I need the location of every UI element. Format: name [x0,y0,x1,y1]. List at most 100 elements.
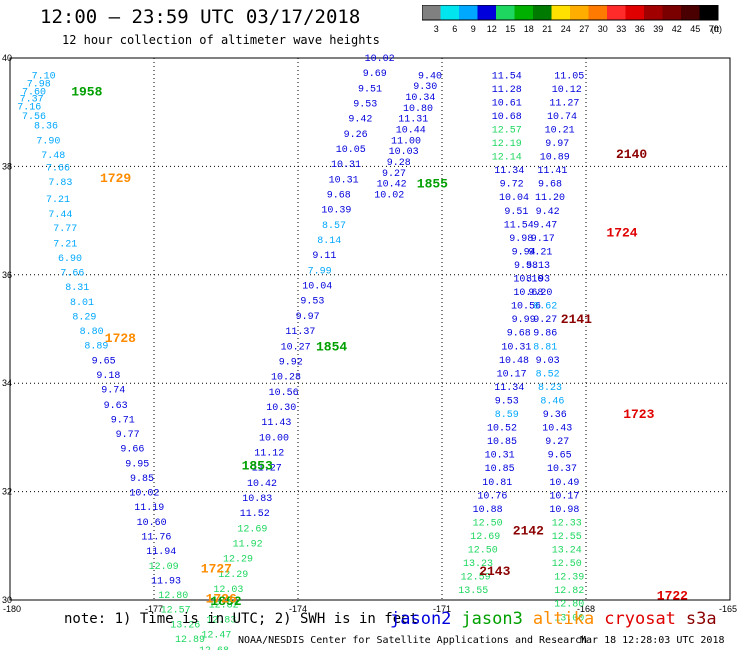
y-tick-label: 34 [2,378,12,388]
wave-height-value: 12.82 [554,586,584,597]
wave-height-value: 9.17 [531,234,555,245]
note-text: note: 1) Time is in UTC; 2) SWH is in fe… [64,611,419,627]
wave-height-value: 9.69 [363,69,387,80]
y-tick-label: 40 [2,53,12,63]
wave-height-value: 10.10 [513,275,543,286]
wave-height-value: 10.74 [547,112,577,123]
wave-height-value: 13.23 [463,559,493,570]
wave-height-value: 12.82 [209,600,239,611]
wave-height-value: 9.51 [504,207,528,218]
wave-height-value: 12.39 [554,573,584,584]
wave-height-value: 12.69 [237,524,267,535]
wave-height-value: 9.65 [548,451,572,462]
wave-height-value: 9.27 [533,315,557,326]
wave-height-value: 11.93 [151,576,181,587]
wave-height-value: 7.77 [53,224,77,235]
x-tick-label: -180 [3,604,21,614]
wave-height-value: 12.29 [218,570,248,581]
colorbar-swatch [588,5,607,20]
wave-height-value: 8.57 [322,221,346,232]
wave-height-value: 10.81 [482,478,512,489]
y-tick-label: 36 [2,270,12,280]
colorbar-label: 45 [690,24,700,34]
colorbar-label: 9 [471,24,476,34]
wave-height-value: 11.34 [494,166,524,177]
colorbar-label: 18 [524,24,534,34]
wave-height-value: 7.10 [32,71,56,82]
colorbar-swatch [681,5,700,20]
colorbar-label: 21 [542,24,552,34]
wave-height-value: 10.31 [331,160,361,171]
wave-height-value: 8.52 [536,369,560,380]
wave-height-value: 10.44 [396,125,426,136]
wave-height-value: 9.53 [300,297,324,308]
wave-height-value: 12.50 [468,546,498,557]
wave-height-value: 10.80 [403,104,433,115]
colorbar-unit: (ft) [711,24,722,34]
wave-height-value: 10.17 [549,491,579,502]
wave-height-value: 11.92 [233,540,263,551]
wave-height-value: 9.68 [538,180,562,191]
pass-time-label: 1855 [417,177,448,192]
wave-height-value: 12.19 [492,139,522,150]
footer-credit: NOAA/NESDIS Center for Satellite Applica… [238,635,588,646]
colorbar-swatch [662,5,681,20]
wave-height-value: 12.55 [552,532,582,543]
wave-height-value: 8.01 [70,298,94,309]
wave-height-value: 10.52 [487,424,517,435]
wave-height-value: 9.85 [130,474,154,485]
pass-time-label: 2141 [561,312,592,327]
pass-time-label: 1722 [657,589,688,604]
wave-height-value: 7.37 [20,95,44,106]
wave-height-value: 9.72 [500,180,524,191]
wave-height-value: 11.31 [398,115,428,126]
wave-height-value: 10.42 [377,180,407,191]
wave-height-value: 11.12 [254,448,284,459]
map-subtitle: 12 hour collection of altimeter wave hei… [62,33,380,47]
wave-height-value: 7.99 [308,266,332,277]
wave-height-value: 9.30 [413,82,437,93]
pass-time-label: 1854 [316,339,347,354]
wave-height-value: 8.89 [84,342,108,353]
wave-height-value: 12.83 [206,615,236,626]
wave-height-value: 10.48 [499,356,529,367]
legend-entry-altika: altika [532,609,595,629]
wave-height-value: 11.52 [240,509,270,520]
satellite-legend: jason2 jason3 altika cryosat s3a [390,609,727,629]
wave-height-value: 10.03 [389,147,419,158]
wave-height-value: 10.56 [269,388,299,399]
wave-height-value: 9.51 [358,84,382,95]
wave-height-value: 8.31 [65,283,89,294]
wave-height-value: 12.09 [149,562,179,573]
map-title: 12:00 – 23:59 UTC 03/17/2018 [40,6,361,28]
pass-time-label: 2142 [513,524,544,539]
wave-height-value: 10.04 [302,282,332,293]
wave-height-value: 11.27 [252,464,282,475]
wave-height-value: 10.31 [485,451,515,462]
wave-height-value: 9.03 [536,356,560,367]
wave-height-value: 10.98 [549,505,579,516]
wave-height-value: 6.90 [58,254,82,265]
wave-height-value: 11.41 [537,166,567,177]
footer-timestamp: Mar 18 12:28:03 UTC 2018 [580,635,725,646]
wave-height-value: 11.19 [134,503,164,514]
pass-time-label: 1723 [623,407,654,422]
wave-height-value: 10.21 [545,125,575,136]
wave-height-value: 9.18 [96,371,120,382]
wave-height-value: 11.54 [504,220,534,231]
x-tick-label: -174 [289,604,307,614]
wave-height-value: 9.53 [495,396,519,407]
colorbar-swatch [644,5,663,20]
wave-height-value: 9.74 [101,386,125,397]
colorbar-label: 12 [487,24,497,34]
colorbar-label: 6 [452,24,457,34]
wave-height-value: 13.26 [170,620,200,631]
colorbar-swatch [422,5,441,20]
wave-height-value: 11.34 [494,383,524,394]
wave-height-value: 10.30 [266,403,296,414]
wave-height-value: 8.81 [533,342,557,353]
pass-time-label: 2140 [616,147,647,162]
wave-height-value: 9.77 [116,430,140,441]
wave-height-value: 9.58 [514,261,538,272]
wave-height-value: 10.02 [365,54,395,65]
